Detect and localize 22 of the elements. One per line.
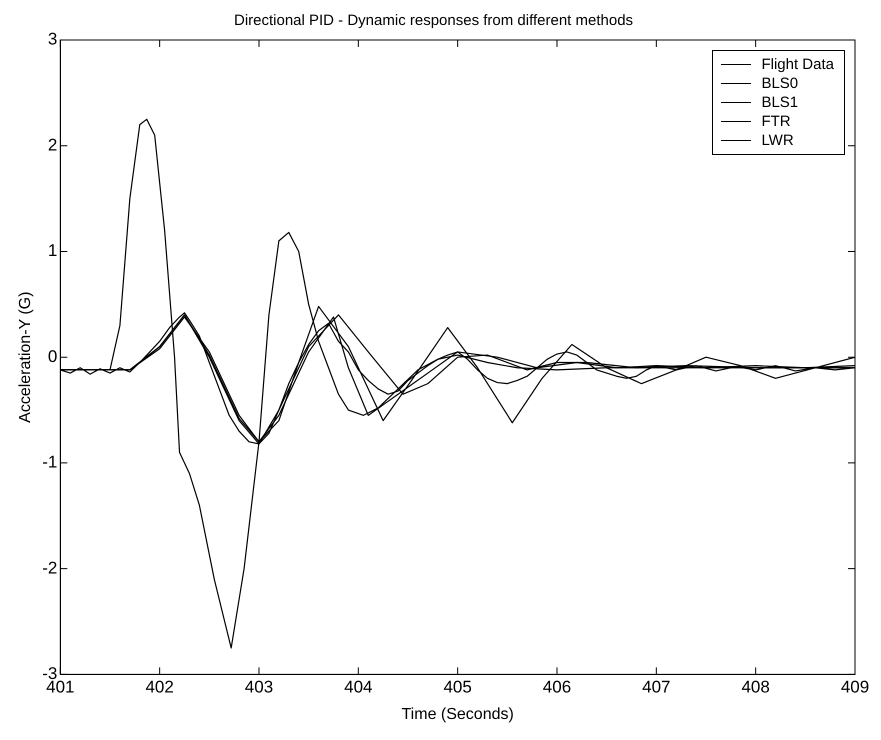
y-tick-label: 1 <box>48 241 58 260</box>
legend-label: BLS0 <box>761 74 798 93</box>
legend-label: Flight Data <box>761 55 834 74</box>
x-tick-label: 402 <box>145 677 174 696</box>
y-tick-label: 0 <box>48 346 58 366</box>
y-tick-label: -2 <box>42 558 58 578</box>
y-tick-label: -1 <box>42 452 58 472</box>
y-tick-label: 2 <box>48 135 58 154</box>
x-tick-label: 407 <box>642 677 671 696</box>
legend-label: BLS1 <box>761 93 798 112</box>
x-tick-label: 403 <box>244 677 274 696</box>
y-axis-title: Acceleration-Y (G) <box>17 292 34 423</box>
x-tick-label: 409 <box>840 677 870 696</box>
x-tick-label: 408 <box>741 677 770 696</box>
x-tick-label: 405 <box>443 677 472 696</box>
x-axis-title: Time (Seconds) <box>401 706 514 723</box>
legend-label: FTR <box>761 112 791 131</box>
y-tick-label: 3 <box>48 30 58 49</box>
x-tick-label: 406 <box>542 677 572 696</box>
legend-label: LWR <box>761 131 794 150</box>
chart-title: Directional PID - Dynamic responses from different methods <box>234 12 634 30</box>
x-tick-label: 404 <box>344 677 373 696</box>
